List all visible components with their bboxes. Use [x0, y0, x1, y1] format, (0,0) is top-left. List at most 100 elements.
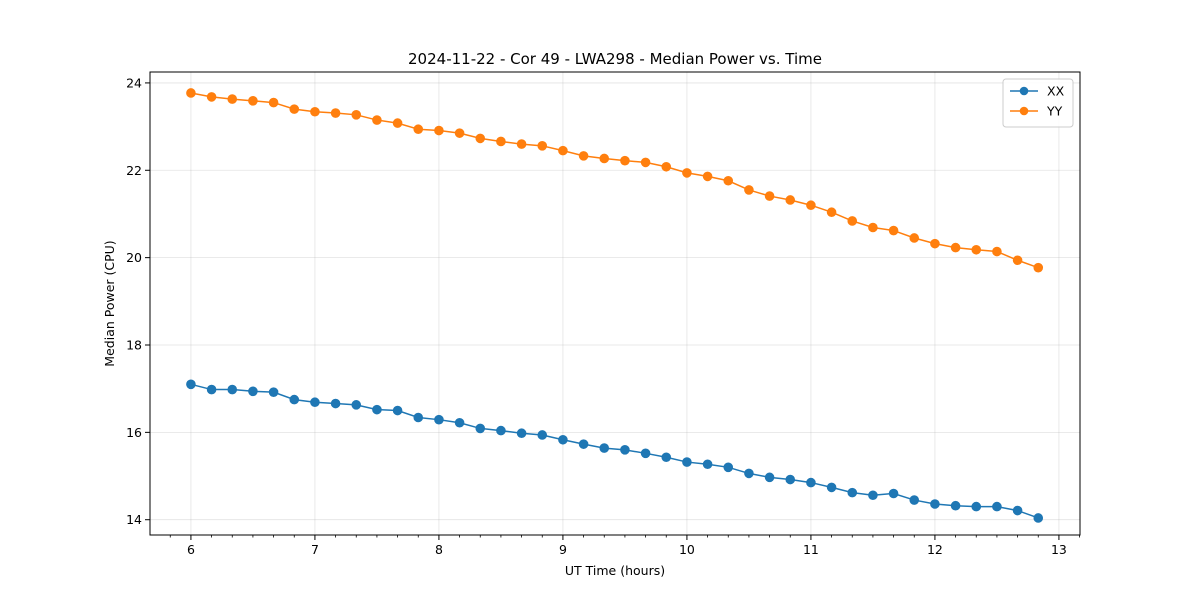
- data-point-xx: [971, 501, 982, 512]
- data-point-xx: [1012, 505, 1023, 516]
- plot-frame: [149, 71, 1081, 536]
- data-point-xx: [785, 474, 796, 485]
- data-point-yy: [248, 96, 258, 106]
- data-point-yy: [847, 216, 858, 226]
- data-point-yy: [372, 115, 382, 125]
- data-point-yy: [744, 185, 754, 195]
- data-point-yy: [496, 136, 506, 147]
- data-point-xx: [723, 462, 734, 473]
- data-point-xx: [310, 397, 320, 408]
- data-point-xx: [330, 398, 341, 409]
- data-point-yy: [475, 133, 486, 144]
- legend-marker-xx: [1019, 86, 1029, 96]
- data-point-xx: [764, 472, 775, 483]
- x-axis-label: UT Time (hours): [565, 563, 665, 578]
- data-point-yy: [434, 125, 444, 136]
- data-point-xx: [558, 434, 568, 445]
- legend-label-xx: XX: [1047, 84, 1065, 99]
- data-point-yy: [186, 88, 196, 98]
- data-point-yy: [289, 104, 300, 114]
- data-point-xx: [516, 428, 527, 439]
- x-tick-label: 9: [559, 542, 567, 557]
- x-tick-label: 10: [679, 542, 695, 557]
- data-point-xx: [248, 386, 258, 397]
- data-point-yy: [268, 97, 279, 108]
- data-point-yy: [723, 175, 734, 186]
- data-point-yy: [578, 151, 589, 161]
- data-point-xx: [702, 459, 713, 470]
- data-point-yy: [599, 153, 610, 164]
- data-point-xx: [847, 487, 858, 498]
- y-tick-label: 16: [126, 425, 142, 440]
- chart-title: 2024-11-22 - Cor 49 - LWA298 - Median Po…: [408, 50, 822, 68]
- data-point-yy: [330, 108, 341, 118]
- data-point-yy: [992, 246, 1002, 257]
- data-point-xx: [599, 443, 610, 453]
- data-point-xx: [268, 387, 279, 397]
- data-point-yy: [558, 145, 568, 156]
- data-point-xx: [744, 468, 754, 479]
- series-layer: [186, 88, 1044, 523]
- data-point-yy: [206, 92, 217, 102]
- data-point-yy: [764, 191, 775, 201]
- data-point-yy: [806, 200, 816, 211]
- data-point-yy: [661, 161, 672, 172]
- data-point-yy: [682, 168, 692, 178]
- data-point-yy: [310, 106, 320, 117]
- data-point-yy: [785, 195, 796, 205]
- data-point-xx: [434, 414, 444, 425]
- x-tick-label: 11: [803, 542, 819, 557]
- data-point-xx: [206, 384, 217, 395]
- data-point-xx: [950, 500, 961, 511]
- data-point-yy: [868, 222, 878, 233]
- grid: [150, 72, 1080, 535]
- x-tick-label: 13: [1051, 542, 1067, 557]
- data-point-yy: [1012, 255, 1023, 266]
- data-point-xx: [537, 430, 548, 440]
- data-point-xx: [372, 404, 382, 415]
- x-tick-label: 6: [187, 542, 195, 557]
- data-point-yy: [971, 244, 982, 255]
- y-tick-label: 14: [126, 512, 142, 527]
- legend-label-yy: YY: [1046, 104, 1063, 119]
- data-point-xx: [413, 412, 424, 423]
- data-point-xx: [640, 448, 651, 459]
- data-point-yy: [620, 155, 630, 166]
- data-point-yy: [454, 128, 465, 138]
- data-point-xx: [930, 499, 940, 509]
- data-point-yy: [950, 242, 961, 253]
- axes: 6 7 8 9 10 11 12 13 14 16 18 20 22 24: [126, 75, 1080, 557]
- data-point-xx: [454, 417, 465, 428]
- data-point-xx: [806, 477, 816, 488]
- y-tick-label: 22: [126, 163, 142, 178]
- data-point-yy: [909, 233, 920, 243]
- data-point-xx: [392, 405, 403, 416]
- data-point-yy: [930, 238, 940, 249]
- data-point-yy: [826, 207, 837, 218]
- data-point-yy: [537, 141, 548, 151]
- y-tick-label: 20: [126, 250, 142, 265]
- data-point-yy: [227, 94, 238, 104]
- data-point-xx: [475, 423, 486, 434]
- data-point-xx: [888, 488, 899, 499]
- data-point-yy: [1033, 262, 1044, 273]
- data-point-yy: [413, 124, 424, 135]
- data-point-yy: [351, 110, 362, 120]
- data-point-xx: [186, 379, 196, 390]
- y-tick-label: 18: [126, 337, 142, 352]
- data-point-xx: [909, 495, 920, 505]
- data-point-yy: [516, 139, 527, 149]
- data-point-xx: [578, 439, 589, 449]
- data-point-yy: [392, 118, 403, 128]
- data-point-xx: [661, 452, 672, 463]
- x-tick-label: 12: [927, 542, 943, 557]
- legend: XX YY: [1002, 78, 1074, 128]
- data-point-yy: [888, 225, 899, 236]
- legend-marker-yy: [1019, 106, 1029, 116]
- data-point-xx: [992, 501, 1002, 512]
- data-point-xx: [682, 457, 692, 467]
- x-tick-label: 7: [311, 542, 319, 557]
- data-point-xx: [868, 490, 878, 501]
